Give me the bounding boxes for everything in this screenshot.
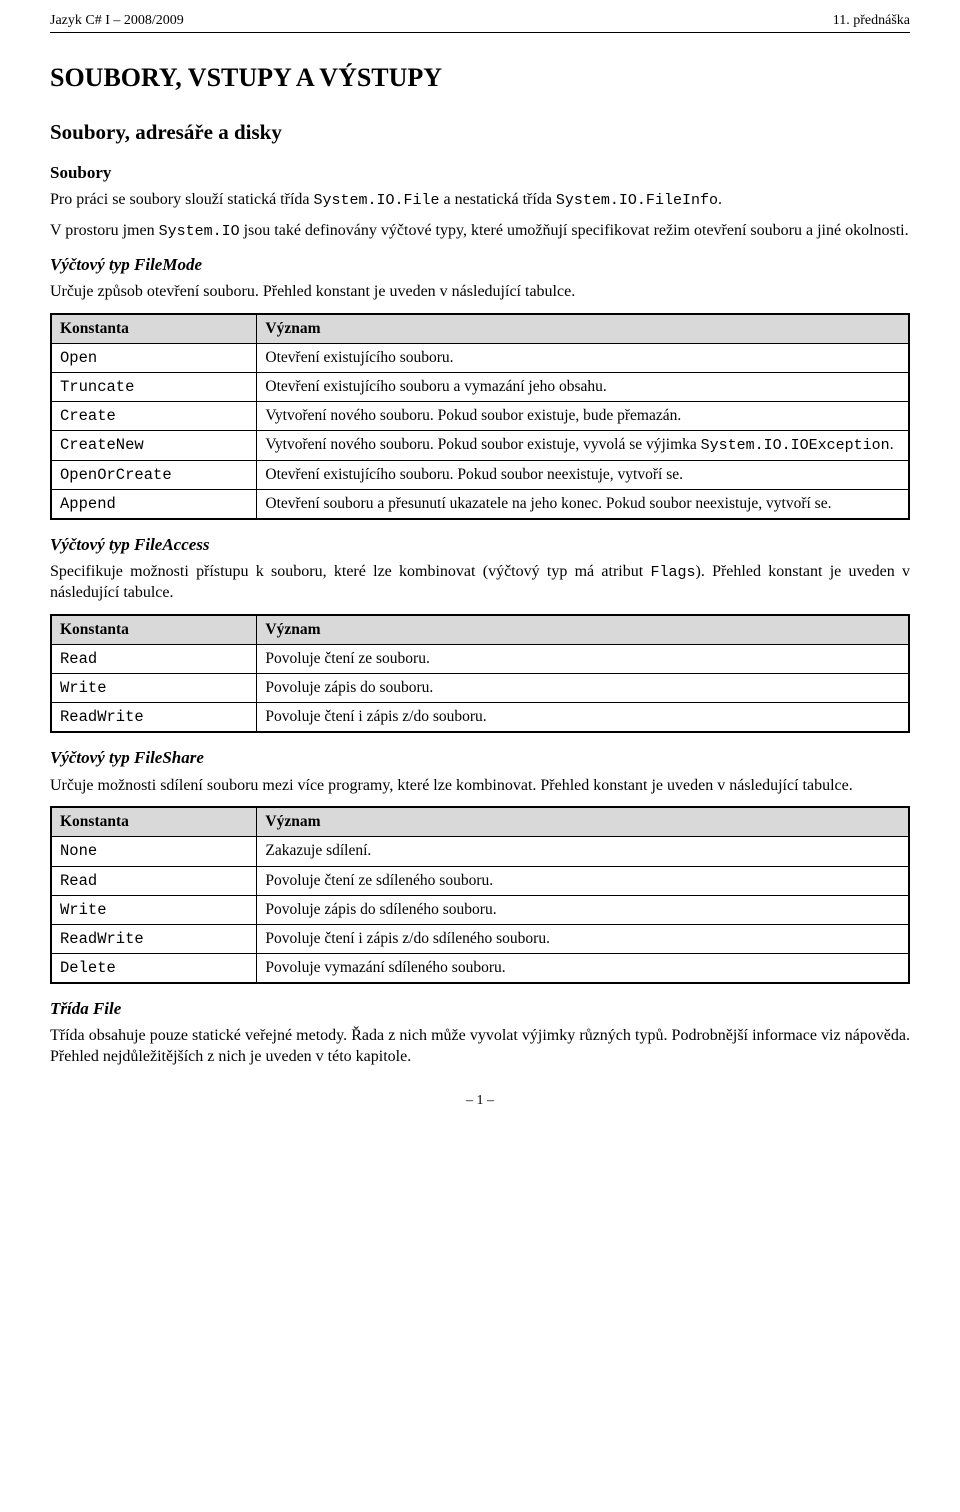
const-cell: Create	[51, 402, 257, 431]
const-cell: CreateNew	[51, 431, 257, 461]
col-vyznam: Význam	[257, 807, 909, 837]
table-filemode: Konstanta Význam Open Otevření existujíc…	[50, 313, 910, 520]
desc-cell: Otevření existujícího souboru a vymazání…	[257, 373, 909, 402]
para-fileshare: Určuje možnosti sdílení souboru mezi víc…	[50, 776, 910, 797]
table-row: Open Otevření existujícího souboru.	[51, 344, 909, 373]
desc-cell: Povoluje čtení i zápis z/do souboru.	[257, 703, 909, 733]
desc-cell: Povoluje čtení i zápis z/do sdíleného so…	[257, 924, 909, 953]
desc-cell: Vytvoření nového souboru. Pokud soubor e…	[257, 431, 909, 461]
header-left: Jazyk C# I – 2008/2009	[50, 12, 184, 30]
page-number: – 1 –	[50, 1092, 910, 1110]
table-row: None Zakazuje sdílení.	[51, 837, 909, 866]
page-title: SOUBORY, VSTUPY A VÝSTUPY	[50, 61, 910, 95]
text: Pro práci se soubory slouží statická tří…	[50, 191, 314, 208]
const-cell: OpenOrCreate	[51, 460, 257, 489]
table-row: Create Vytvoření nového souboru. Pokud s…	[51, 402, 909, 431]
col-vyznam: Význam	[257, 615, 909, 645]
table-row: Read Povoluje čtení ze sdíleného souboru…	[51, 866, 909, 895]
col-konstanta: Konstanta	[51, 314, 257, 344]
desc-cell: Povoluje zápis do souboru.	[257, 674, 909, 703]
desc-cell: Otevření existujícího souboru. Pokud sou…	[257, 460, 909, 489]
desc-cell: Otevření souboru a přesunutí ukazatele n…	[257, 490, 909, 520]
code-system-io-fileinfo: System.IO.FileInfo	[556, 192, 718, 209]
table-header-row: Konstanta Význam	[51, 615, 909, 645]
table-header-row: Konstanta Význam	[51, 807, 909, 837]
header-right: 11. přednáška	[833, 12, 910, 30]
col-vyznam: Význam	[257, 314, 909, 344]
code-flags: Flags	[650, 564, 695, 581]
desc-cell: Vytvoření nového souboru. Pokud soubor e…	[257, 402, 909, 431]
table-fileshare: Konstanta Význam None Zakazuje sdílení. …	[50, 806, 910, 984]
heading-fileaccess: Výčtový typ FileAccess	[50, 534, 910, 556]
const-cell: ReadWrite	[51, 703, 257, 733]
text: jsou také definovány výčtové typy, které…	[240, 222, 909, 239]
heading-filemode: Výčtový typ FileMode	[50, 254, 910, 276]
heading-fileshare: Výčtový typ FileShare	[50, 747, 910, 769]
const-cell: Truncate	[51, 373, 257, 402]
desc-cell: Povoluje čtení ze sdíleného souboru.	[257, 866, 909, 895]
code-ioexception: System.IO.IOException	[701, 437, 890, 454]
table-row: Append Otevření souboru a přesunutí ukaz…	[51, 490, 909, 520]
const-cell: Delete	[51, 954, 257, 984]
const-cell: Write	[51, 895, 257, 924]
text: a nestatická třída	[440, 191, 556, 208]
col-konstanta: Konstanta	[51, 807, 257, 837]
para-fileaccess: Specifikuje možnosti přístupu k souboru,…	[50, 562, 910, 604]
table-header-row: Konstanta Význam	[51, 314, 909, 344]
table-row: Write Povoluje zápis do souboru.	[51, 674, 909, 703]
text: Specifikuje možnosti přístupu k souboru,…	[50, 563, 650, 580]
table-row: Write Povoluje zápis do sdíleného soubor…	[51, 895, 909, 924]
para-intro-2: V prostoru jmen System.IO jsou také defi…	[50, 221, 910, 242]
table-row: Delete Povoluje vymazání sdíleného soubo…	[51, 954, 909, 984]
desc-cell: Povoluje vymazání sdíleného souboru.	[257, 954, 909, 984]
const-cell: Append	[51, 490, 257, 520]
const-cell: Read	[51, 645, 257, 674]
para-class-file: Třída obsahuje pouze statické veřejné me…	[50, 1026, 910, 1068]
subsection-soubory: Soubory	[50, 162, 910, 184]
const-cell: Read	[51, 866, 257, 895]
desc-cell: Otevření existujícího souboru.	[257, 344, 909, 373]
const-cell: ReadWrite	[51, 924, 257, 953]
desc-cell: Povoluje zápis do sdíleného souboru.	[257, 895, 909, 924]
table-row: OpenOrCreate Otevření existujícího soubo…	[51, 460, 909, 489]
para-filemode: Určuje způsob otevření souboru. Přehled …	[50, 282, 910, 303]
para-intro-1: Pro práci se soubory slouží statická tří…	[50, 190, 910, 211]
text: .	[718, 191, 722, 208]
code-system-io: System.IO	[159, 223, 240, 240]
code-system-io-file: System.IO.File	[314, 192, 440, 209]
table-row: Read Povoluje čtení ze souboru.	[51, 645, 909, 674]
section-heading: Soubory, adresáře a disky	[50, 119, 910, 146]
table-row: Truncate Otevření existujícího souboru a…	[51, 373, 909, 402]
page-header: Jazyk C# I – 2008/2009 11. přednáška	[50, 12, 910, 33]
col-konstanta: Konstanta	[51, 615, 257, 645]
const-cell: Write	[51, 674, 257, 703]
table-row: CreateNew Vytvoření nového souboru. Poku…	[51, 431, 909, 461]
desc-cell: Povoluje čtení ze souboru.	[257, 645, 909, 674]
table-row: ReadWrite Povoluje čtení i zápis z/do sd…	[51, 924, 909, 953]
const-cell: Open	[51, 344, 257, 373]
text: V prostoru jmen	[50, 222, 159, 239]
desc-cell: Zakazuje sdílení.	[257, 837, 909, 866]
table-row: ReadWrite Povoluje čtení i zápis z/do so…	[51, 703, 909, 733]
text: Vytvoření nového souboru. Pokud soubor e…	[265, 436, 700, 453]
table-fileaccess: Konstanta Význam Read Povoluje čtení ze …	[50, 614, 910, 734]
text: .	[890, 436, 894, 453]
const-cell: None	[51, 837, 257, 866]
heading-class-file: Třída File	[50, 998, 910, 1020]
